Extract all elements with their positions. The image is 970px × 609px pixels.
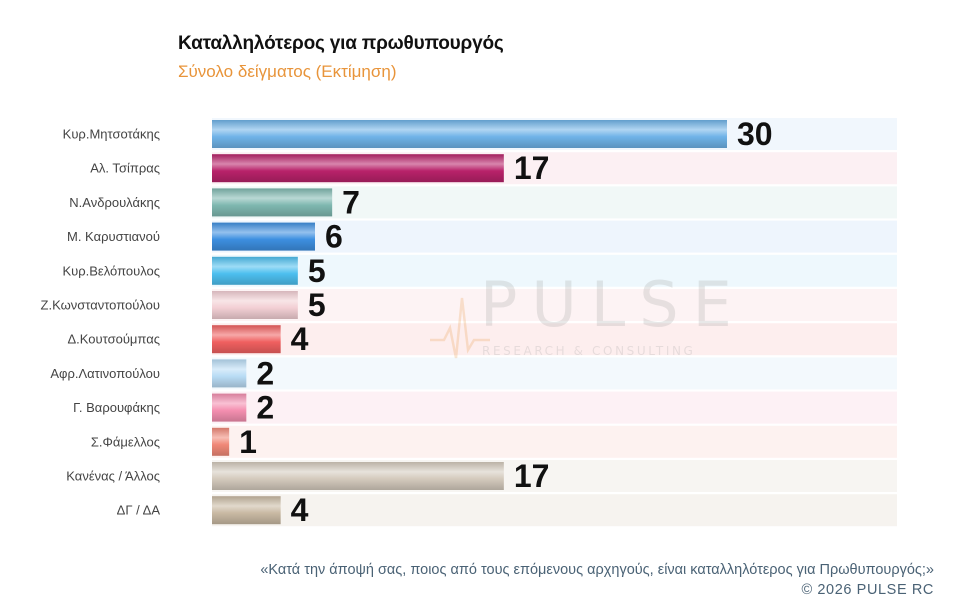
- survey-question: «Κατά την άποψή σας, ποιος από τους επόμ…: [260, 562, 934, 578]
- value-label: 4: [291, 321, 309, 357]
- bar: [212, 222, 315, 251]
- bar: [212, 120, 727, 148]
- category-label: Δ.Κουτσούμπας: [67, 332, 160, 347]
- bar: [212, 188, 333, 217]
- bar: [212, 256, 298, 285]
- category-labels: Κυρ.Μητσοτάκης Αλ. Τσίπρας Ν.Ανδρουλάκης Μ.…: [41, 127, 161, 518]
- value-label: 2: [256, 355, 274, 391]
- category-label: Μ. Καρυστιανού: [67, 229, 160, 244]
- bar: [212, 462, 504, 490]
- bar: [212, 393, 247, 422]
- category-label: ΔΓ / ΔΑ: [117, 503, 161, 518]
- bar: [212, 359, 247, 388]
- row-background: [212, 323, 897, 356]
- value-label: 17: [514, 150, 550, 186]
- bars: [212, 120, 727, 525]
- copyright-notice: © 2026 PULSE RC: [801, 582, 934, 598]
- bar: [212, 496, 281, 525]
- category-label: Ζ.Κωνσταντοπούλου: [41, 298, 160, 313]
- row-background: [212, 254, 897, 287]
- chart-title: Καταλληλότερος για πρωθυπουργός: [178, 33, 504, 54]
- row-background: [212, 289, 897, 321]
- row-background: [212, 357, 897, 390]
- value-label: 4: [291, 492, 309, 528]
- value-label: 1: [239, 424, 257, 460]
- row-background: [212, 220, 897, 253]
- category-label: Αλ. Τσίπρας: [90, 161, 160, 176]
- value-label: 6: [325, 219, 343, 255]
- value-label: 5: [308, 253, 326, 289]
- category-label: Γ. Βαρουφάκης: [73, 400, 160, 415]
- bar: [212, 325, 281, 354]
- value-label: 30: [737, 116, 773, 152]
- category-label: Αφρ.Λατινοπούλου: [50, 366, 160, 381]
- chart-subtitle: Σύνολο δείγματος (Εκτίμηση): [178, 62, 397, 81]
- category-label: Κυρ.Βελόπουλος: [62, 263, 160, 278]
- row-background: [212, 425, 897, 458]
- value-label: 5: [308, 287, 326, 323]
- row-background: [212, 494, 897, 527]
- value-label: 17: [514, 458, 550, 494]
- bar: [212, 154, 504, 183]
- value-label: 2: [256, 390, 274, 426]
- bar: [212, 427, 230, 456]
- category-label: Σ.Φάμελλος: [91, 434, 160, 449]
- value-label: 7: [342, 184, 360, 220]
- bar: [212, 291, 298, 319]
- category-label: Ν.Ανδρουλάκης: [69, 195, 160, 210]
- row-background: [212, 391, 897, 424]
- category-label: Κανένας / Άλλος: [66, 469, 160, 484]
- category-label: Κυρ.Μητσοτάκης: [63, 127, 160, 142]
